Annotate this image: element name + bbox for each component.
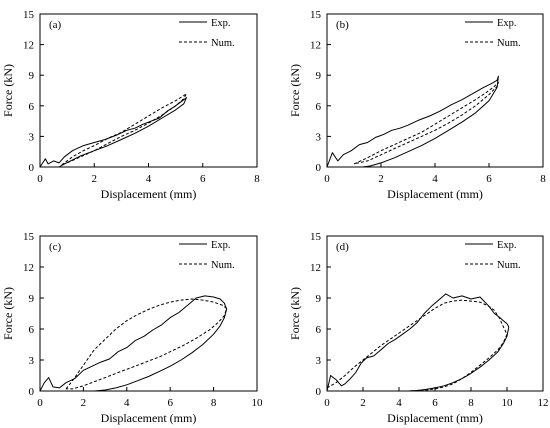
x-tick-label: 0 xyxy=(37,397,43,409)
y-tick-label: 9 xyxy=(316,293,322,305)
x-tick-label: 6 xyxy=(432,397,438,409)
x-tick-label: 6 xyxy=(200,173,206,185)
x-tick-label: 6 xyxy=(486,173,492,185)
legend-label: Num. xyxy=(497,260,521,271)
y-tick-label: 3 xyxy=(316,131,322,143)
y-tick-label: 6 xyxy=(316,101,322,113)
y-tick-label: 0 xyxy=(29,386,35,398)
y-tick-label: 15 xyxy=(310,9,322,21)
chart-panel-3: 0 3 6 9 12 15 0 2 4 6 8 10 Displacement (mm) Force (k… xyxy=(1,231,263,425)
x-tick-label: 8 xyxy=(468,397,474,409)
y-tick-label: 12 xyxy=(310,40,321,52)
x-tick-label: 2 xyxy=(92,173,98,185)
x-axis-label: Displacement (mm) xyxy=(101,411,197,425)
x-tick-label: 4 xyxy=(432,173,438,185)
y-tick-label: 9 xyxy=(29,293,35,305)
panel-label: (a) xyxy=(49,19,62,31)
y-tick-label: 3 xyxy=(29,131,35,143)
series-num-line xyxy=(326,299,508,392)
x-tick-label: 2 xyxy=(378,173,384,185)
series-exp-line xyxy=(326,293,510,392)
legend-label: Exp. xyxy=(497,18,517,29)
chart-panel-1: 0 3 6 9 12 15 0 2 4 6 8 Displacement (mm) Force (kN)… xyxy=(1,9,260,201)
legend-label: Num. xyxy=(497,38,521,49)
legend-label: Num. xyxy=(211,38,235,49)
series-num-line xyxy=(65,298,228,390)
series-exp-line xyxy=(39,97,187,168)
y-tick-label: 3 xyxy=(29,355,35,367)
y-tick-label: 3 xyxy=(316,355,322,367)
x-tick-label: 0 xyxy=(324,397,330,409)
x-axis-label: Displacement (mm) xyxy=(387,187,483,201)
x-tick-label: 8 xyxy=(540,173,546,185)
chart-panel-2: 0 3 6 9 12 15 0 2 4 6 8 Displacement (mm) Force (kN)… xyxy=(288,9,546,201)
y-tick-label: 12 xyxy=(23,262,34,274)
y-tick-label: 9 xyxy=(316,70,322,82)
y-tick-label: 15 xyxy=(310,231,322,243)
series-num-line xyxy=(353,81,499,165)
x-tick-label: 6 xyxy=(167,397,173,409)
x-tick-label: 8 xyxy=(254,173,260,185)
y-axis-label: Force (kN) xyxy=(288,64,302,117)
x-tick-label: 10 xyxy=(502,397,514,409)
y-axis-label: Force (kN) xyxy=(288,287,302,340)
y-tick-label: 12 xyxy=(310,262,321,274)
legend-label: Exp. xyxy=(211,240,231,251)
panel-label: (d) xyxy=(336,241,349,253)
legend-label: Exp. xyxy=(211,18,231,29)
y-tick-label: 6 xyxy=(316,324,322,336)
panel-label: (c) xyxy=(49,241,62,253)
x-tick-label: 2 xyxy=(360,397,366,409)
x-axis-label: Displacement (mm) xyxy=(101,187,197,201)
series-num-line xyxy=(61,93,187,166)
plot-frame xyxy=(39,13,258,168)
legend-label: Exp. xyxy=(497,240,517,251)
y-tick-label: 6 xyxy=(29,324,35,336)
y-tick-label: 0 xyxy=(316,386,322,398)
y-tick-label: 9 xyxy=(29,70,35,82)
y-tick-label: 15 xyxy=(23,9,35,21)
y-tick-label: 15 xyxy=(23,231,35,243)
x-tick-label: 4 xyxy=(396,397,402,409)
x-tick-label: 4 xyxy=(124,397,130,409)
panel-label: (b) xyxy=(336,19,349,31)
y-tick-label: 0 xyxy=(29,162,35,174)
series-exp-line xyxy=(326,75,499,168)
x-tick-label: 12 xyxy=(538,397,549,409)
plot-frame xyxy=(39,235,258,392)
series-exp-line xyxy=(39,295,228,392)
x-tick-label: 4 xyxy=(146,173,152,185)
chart-panel-4: 0 3 6 9 12 15 0 2 4 6 8 10 12 Displacement (mm) Force … xyxy=(288,231,549,425)
x-tick-label: 2 xyxy=(81,397,87,409)
x-tick-label: 8 xyxy=(211,397,217,409)
x-tick-label: 0 xyxy=(324,173,330,185)
y-axis-label: Force (kN) xyxy=(1,287,15,340)
legend-label: Num. xyxy=(211,260,235,271)
y-axis-label: Force (kN) xyxy=(1,64,15,117)
y-tick-label: 6 xyxy=(29,101,35,113)
y-tick-label: 0 xyxy=(316,162,322,174)
x-tick-label: 0 xyxy=(37,173,43,185)
y-tick-label: 12 xyxy=(23,40,34,52)
x-tick-label: 10 xyxy=(252,397,264,409)
plot-frame xyxy=(326,13,544,168)
x-axis-label: Displacement (mm) xyxy=(387,411,483,425)
